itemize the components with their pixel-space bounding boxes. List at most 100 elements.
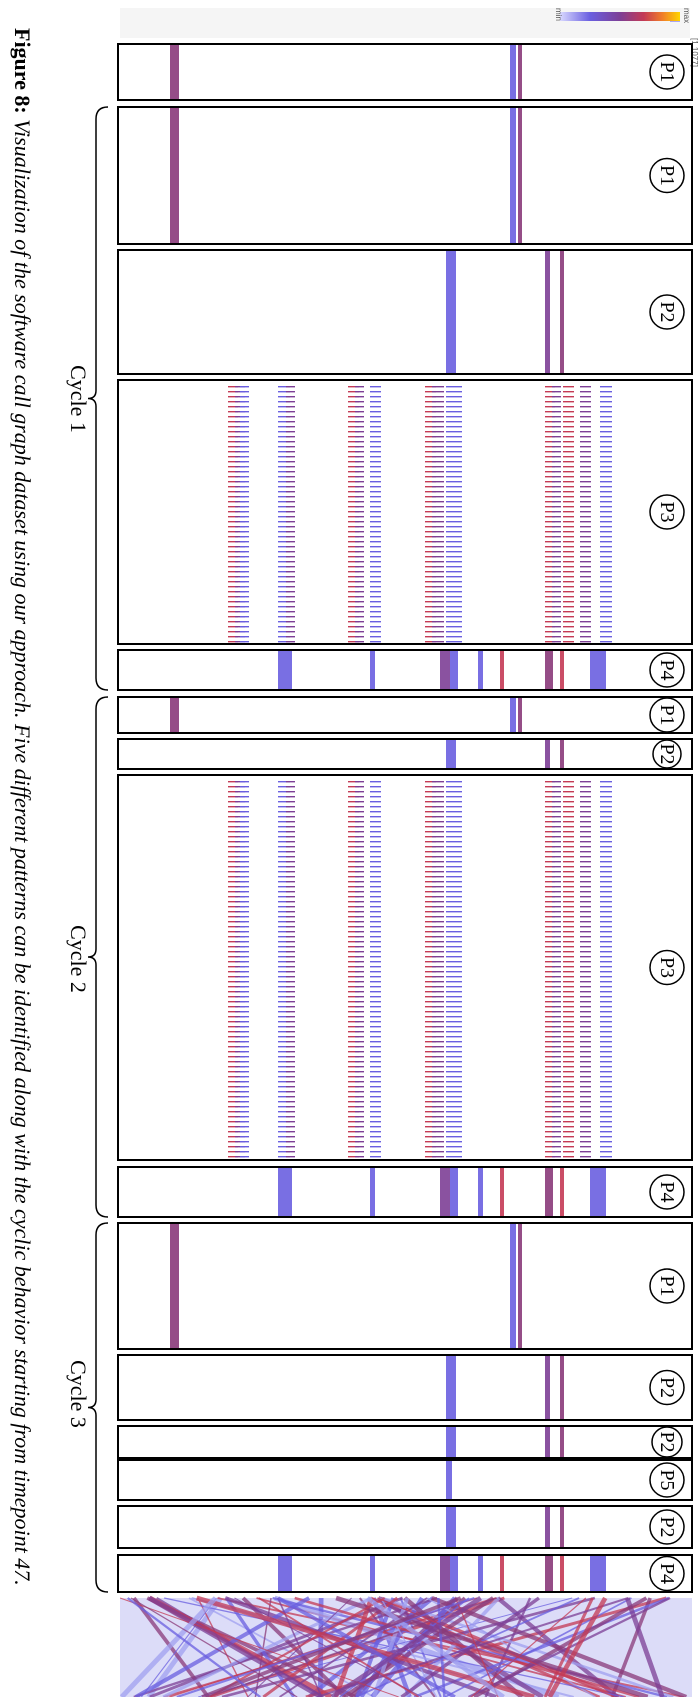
stripe-tick	[545, 1016, 555, 1018]
stripe-tick	[552, 951, 561, 953]
stripe-tick	[278, 1036, 290, 1038]
stripe-tick	[370, 1071, 381, 1073]
stripe-tick	[563, 896, 574, 898]
stripe-tick	[600, 461, 612, 463]
stripe-tick	[370, 936, 381, 938]
stripe-tick	[240, 1141, 249, 1143]
stripe-tick	[432, 1101, 444, 1103]
stripe-tick	[563, 606, 574, 608]
stripe-tick	[348, 1036, 359, 1038]
stripe	[560, 739, 564, 769]
stripe-tick	[552, 491, 561, 493]
stripe-tick	[240, 536, 249, 538]
stripe-tick	[278, 1146, 290, 1148]
stripe-tick	[228, 491, 238, 493]
stripe-tick	[370, 791, 381, 793]
stripe-tick	[552, 841, 561, 843]
stripe-tick	[278, 1086, 290, 1088]
stripe-tick	[563, 496, 574, 498]
stripe-tick	[240, 1121, 249, 1123]
stripe-tick	[370, 1136, 381, 1138]
stripe-tick	[563, 846, 574, 848]
stripe-tick	[278, 831, 290, 833]
stripe-tick	[545, 501, 555, 503]
stripe-tick	[545, 561, 555, 563]
stripe-tick	[286, 466, 295, 468]
stripe-tick	[370, 966, 381, 968]
pattern-label: P1	[656, 704, 678, 725]
pattern-label: P1	[656, 1275, 678, 1296]
stripe-tick	[228, 1021, 238, 1023]
stripe-tick	[563, 876, 574, 878]
stripe-tick	[600, 861, 612, 863]
stripe-tick	[240, 406, 249, 408]
stripe-tick	[370, 496, 381, 498]
stripe-tick	[432, 861, 444, 863]
stripe-tick	[425, 1011, 436, 1013]
stripe-tick	[446, 856, 462, 858]
stripe-tick	[286, 781, 295, 783]
stripe-tick	[278, 786, 290, 788]
stripe-tick	[286, 896, 295, 898]
stripe-tick	[286, 816, 295, 818]
stripe-tick	[278, 966, 290, 968]
stripe-tick	[286, 636, 295, 638]
stripe-tick	[240, 566, 249, 568]
stripe	[370, 1167, 375, 1217]
stripe-tick	[432, 1021, 444, 1023]
stripe-tick	[446, 1151, 462, 1153]
stripe-tick	[600, 1146, 612, 1148]
stripe-tick	[580, 486, 591, 488]
stripe-tick	[545, 426, 555, 428]
stripe-tick	[552, 1036, 561, 1038]
stripe-tick	[552, 641, 561, 643]
stripe-tick	[278, 571, 290, 573]
stripe-tick	[545, 1071, 555, 1073]
stripe-tick	[600, 976, 612, 978]
stripe-tick	[228, 456, 238, 458]
stripe-tick	[240, 1136, 249, 1138]
stripe-tick	[370, 506, 381, 508]
stripe-tick	[432, 621, 444, 623]
stripe-tick	[228, 636, 238, 638]
stripe-tick	[552, 801, 561, 803]
stripe-tick	[432, 806, 444, 808]
stripe-tick	[286, 1021, 295, 1023]
stripe-tick	[228, 836, 238, 838]
stripe-tick	[432, 1036, 444, 1038]
stripe-tick	[580, 1111, 591, 1113]
stripe	[500, 1167, 504, 1217]
stripe-tick	[552, 556, 561, 558]
stripe-tick	[563, 486, 574, 488]
stripe-tick	[286, 1131, 295, 1133]
stripe-tick	[580, 1011, 591, 1013]
stripe-tick	[370, 1146, 381, 1148]
stripe-tick	[600, 1131, 612, 1133]
stripe-tick	[545, 951, 555, 953]
stripe-tick	[545, 981, 555, 983]
stripe-tick	[580, 1086, 591, 1088]
stripe-tick	[552, 1091, 561, 1093]
stripe-tick	[446, 996, 462, 998]
stripe-tick	[240, 531, 249, 533]
stripe-tick	[580, 576, 591, 578]
stripe-tick	[348, 1016, 359, 1018]
stripe-tick	[348, 921, 359, 923]
pattern-panel: P2	[117, 1425, 693, 1459]
stripe-tick	[348, 511, 359, 513]
stripe-tick	[425, 536, 436, 538]
stripe-tick	[545, 901, 555, 903]
stripe-tick	[545, 506, 555, 508]
stripe-tick	[355, 616, 364, 618]
stripe-tick	[552, 846, 561, 848]
stripe-tick	[446, 1001, 462, 1003]
stripe-tick	[240, 971, 249, 973]
stripe-tick	[425, 601, 436, 603]
stripe-tick	[446, 546, 462, 548]
stripe-tick	[580, 1066, 591, 1068]
stripe-tick	[348, 941, 359, 943]
stripe-tick	[563, 886, 574, 888]
stripe-tick	[552, 1081, 561, 1083]
stripe-tick	[425, 1056, 436, 1058]
stripe-tick	[446, 1026, 462, 1028]
